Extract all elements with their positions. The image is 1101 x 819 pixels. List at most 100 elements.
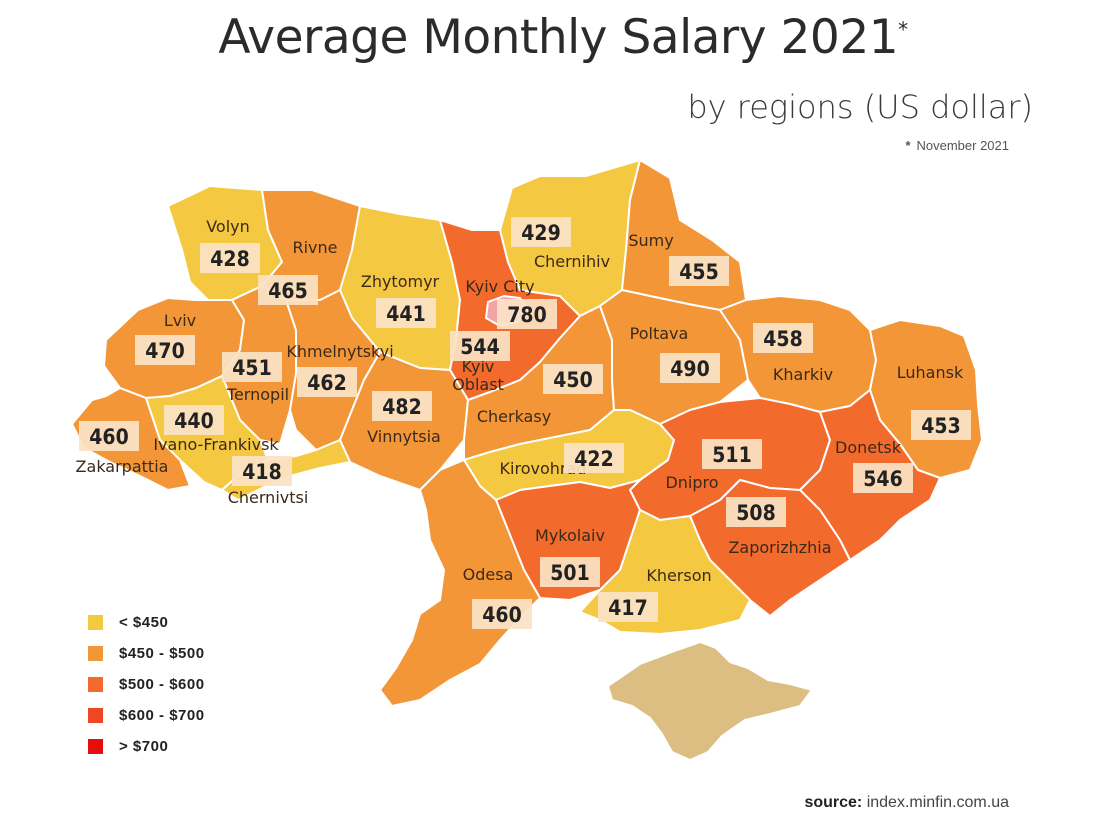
legend-label: > $700 <box>119 738 169 755</box>
value-kyiv-oblast: 544 <box>460 335 499 359</box>
value-sumy: 455 <box>679 260 718 284</box>
value-box-odesa <box>472 599 532 629</box>
value-box-khmelnytskyi <box>297 367 357 397</box>
title-text: Average Monthly Salary 2021 <box>218 10 899 65</box>
value-box-kharkiv <box>753 323 813 353</box>
footnote-text: November 2021 <box>916 138 1010 153</box>
region-crimea <box>607 641 813 761</box>
region-name-mykolaiv: Mykolaiv <box>535 526 605 545</box>
value-lviv: 470 <box>145 339 184 363</box>
value-chernivtsi: 418 <box>242 460 281 484</box>
legend-swatch <box>88 739 103 754</box>
region-name-ternopil: Ternopil <box>226 385 289 404</box>
region-name-vinnytsia: Vinnytsia <box>367 427 441 446</box>
region-name-khmelnytskyi: Khmelnytskyi <box>286 342 393 361</box>
value-box-rivne <box>258 275 318 305</box>
value-kherson: 417 <box>608 596 647 620</box>
region-name-volyn: Volyn <box>206 217 250 236</box>
value-zhytomyr: 441 <box>386 302 425 326</box>
value-box-ivano-frankivsk <box>164 405 224 435</box>
value-poltava: 490 <box>670 357 709 381</box>
value-luhansk: 453 <box>921 414 960 438</box>
region-name-chernivtsi: Chernivtsi <box>228 488 309 507</box>
value-box-mykolaiv <box>540 557 600 587</box>
region-odesa <box>379 459 541 707</box>
legend-item: < $450 <box>88 607 205 638</box>
value-box-volyn <box>200 243 260 273</box>
region-name-dnipro: Dnipro <box>665 473 718 492</box>
region-name-lviv: Lviv <box>164 311 196 330</box>
legend-swatch <box>88 677 103 692</box>
region-name-odesa: Odesa <box>463 565 514 584</box>
value-cherkasy: 450 <box>553 368 592 392</box>
region-name-zaporizhzhia: Zaporizhzhia <box>728 538 831 557</box>
legend-item: > $700 <box>88 731 205 762</box>
legend-item: $500 - $600 <box>88 669 205 700</box>
footnote: * November 2021 <box>905 138 1009 153</box>
value-box-poltava <box>660 353 720 383</box>
legend-label: $600 - $700 <box>119 707 205 724</box>
region-name-kyiv-city: Kyiv City <box>465 277 534 296</box>
region-name-sumy: Sumy <box>628 231 673 250</box>
value-kirovohrad: 422 <box>574 447 613 471</box>
legend-label: $500 - $600 <box>119 676 205 693</box>
subtitle: by regions (US dollar) <box>687 88 1033 126</box>
value-box-chernihiv <box>511 217 571 247</box>
value-box-vinnytsia <box>372 391 432 421</box>
value-ternopil: 451 <box>232 356 271 380</box>
legend-swatch <box>88 708 103 723</box>
source-text: index.minfin.com.ua <box>866 794 1009 811</box>
value-odesa: 460 <box>482 603 521 627</box>
value-donetsk: 546 <box>863 467 902 491</box>
legend-item: $600 - $700 <box>88 700 205 731</box>
region-name-zakarpattia: Zakarpattia <box>76 457 169 476</box>
region-name-zhytomyr: Zhytomyr <box>361 272 440 291</box>
value-box-zaporizhzhia <box>726 497 786 527</box>
value-box-zhytomyr <box>376 298 436 328</box>
value-chernihiv: 429 <box>521 221 560 245</box>
value-box-kherson <box>598 592 658 622</box>
region-labels: Volyn 428 Rivne 465 Zhytomyr 441 Kyiv City 780 K… <box>76 217 971 629</box>
region-name-chernihiv: Chernihiv <box>534 252 610 271</box>
value-rivne: 465 <box>268 279 307 303</box>
value-box-zakarpattia <box>79 421 139 451</box>
region-name-poltava: Poltava <box>630 324 689 343</box>
legend-label: < $450 <box>119 614 169 631</box>
value-box-ternopil <box>222 352 282 382</box>
value-box-chernivtsi <box>232 456 292 486</box>
region-name-kharkiv: Kharkiv <box>773 365 833 384</box>
value-box-kyiv-oblast <box>450 331 510 361</box>
region-name-rivne: Rivne <box>292 238 337 257</box>
region-name-ivano-frankivsk: Ivano-Frankivsk <box>153 435 279 454</box>
value-dnipro: 511 <box>712 443 751 467</box>
value-ivano-frankivsk: 440 <box>174 409 213 433</box>
region-name-luhansk: Luhansk <box>897 363 964 382</box>
value-box-donetsk <box>853 463 913 493</box>
source-label: source: <box>804 794 863 811</box>
value-zakarpattia: 460 <box>89 425 128 449</box>
value-box-kirovohrad <box>564 443 624 473</box>
value-volyn: 428 <box>210 247 249 271</box>
legend-swatch <box>88 615 103 630</box>
value-zaporizhzhia: 508 <box>736 501 775 525</box>
value-mykolaiv: 501 <box>550 561 589 585</box>
footnote-mark: * <box>905 138 911 153</box>
value-vinnytsia: 482 <box>382 395 421 419</box>
region-name-kherson: Kherson <box>646 566 711 585</box>
value-box-luhansk <box>911 410 971 440</box>
value-box-dnipro <box>702 439 762 469</box>
legend-item: $450 - $500 <box>88 638 205 669</box>
title-footnote-mark: * <box>898 17 908 42</box>
legend-label: $450 - $500 <box>119 645 205 662</box>
region-name-kyiv-oblast: Kyiv Oblast <box>452 357 504 394</box>
value-box-sumy <box>669 256 729 286</box>
value-box-lviv <box>135 335 195 365</box>
value-box-cherkasy <box>543 364 603 394</box>
value-khmelnytskyi: 462 <box>307 371 346 395</box>
value-kyiv-city: 780 <box>507 303 546 327</box>
region-name-cherkasy: Cherkasy <box>477 407 551 426</box>
legend-swatch <box>88 646 103 661</box>
page-title: Average Monthly Salary 2021* <box>0 10 1101 65</box>
value-box-kyiv-city <box>497 299 557 329</box>
